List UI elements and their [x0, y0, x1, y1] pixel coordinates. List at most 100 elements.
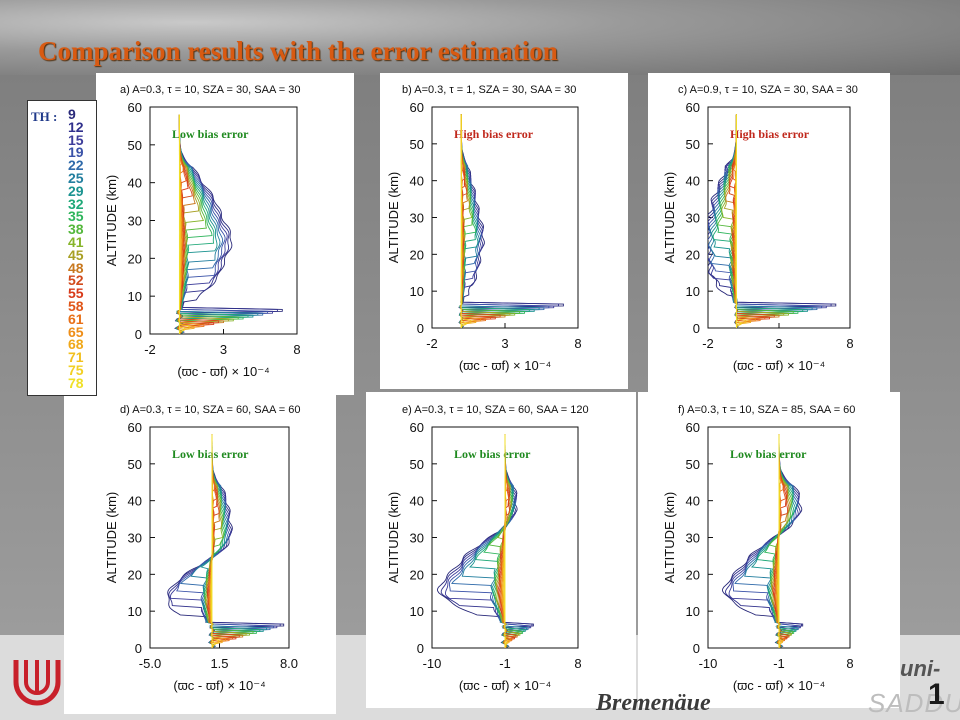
y-tick-label: 20: [410, 567, 424, 582]
legend-level: 48: [68, 259, 84, 276]
y-tick-label: 60: [410, 100, 424, 115]
y-tick-label: 50: [410, 137, 424, 152]
y-tick-label: 40: [686, 174, 700, 189]
legend-level: 75: [68, 362, 84, 378]
legend-level: 65: [68, 323, 84, 340]
threshold-legend: TH : 9 12 15 19 22 25 29 32 35 38 41 45 48 52 55 58 61 65…: [27, 100, 97, 396]
profile-line: [708, 114, 837, 328]
legend-level: 12: [68, 118, 84, 135]
profile-line: [458, 114, 564, 328]
slide-title: Comparison results with the error estima…: [38, 36, 558, 66]
y-axis-label: ALTITUDE (km): [662, 492, 677, 583]
chart-b: b) A=0.3, τ = 1, SZA = 30, SAA = 30 0 10 20…: [386, 84, 582, 373]
x-tick-label: -10: [699, 656, 718, 671]
y-tick-label: 50: [410, 457, 424, 472]
y-tick-label: 10: [686, 284, 700, 299]
profile-line: [733, 114, 761, 328]
header-background: [0, 0, 960, 75]
bias-annotation: Low bias error: [454, 447, 531, 461]
chart-title: e) A=0.3, τ = 10, SZA = 60, SAA = 120: [402, 404, 589, 416]
panel-bottom-left: [64, 392, 336, 714]
chart-title: a) A=0.3, τ = 10, SZA = 30, SAA = 30: [120, 84, 300, 96]
y-tick-label: 30: [128, 214, 142, 229]
legend-level: 61: [68, 310, 84, 327]
y-tick-label: 30: [128, 531, 142, 546]
chart-c: c) A=0.9, τ = 10, SZA = 30, SAA = 30 0 10 2…: [662, 84, 858, 373]
x-tick-label: 3: [220, 342, 227, 357]
profile-line: [177, 114, 224, 334]
y-tick-label: 10: [128, 604, 142, 619]
y-tick-label: 30: [686, 531, 700, 546]
x-axis-label: (ϖc - ϖf) × 10⁻⁴: [733, 358, 825, 373]
legend-level: 22: [68, 157, 84, 174]
y-tick-label: 0: [693, 641, 700, 656]
bias-annotation: High bias error: [730, 127, 810, 141]
legend-level: 19: [68, 144, 84, 161]
legend-level: 32: [68, 195, 84, 212]
legend-level: 71: [68, 349, 84, 366]
y-tick-label: 40: [128, 494, 142, 509]
y-tick-label: 60: [128, 420, 142, 435]
chart-f: f) A=0.3, τ = 10, SZA = 85, SAA = 60 0 10 2…: [662, 404, 855, 693]
x-tick-label: 3: [775, 336, 782, 351]
profile-line: [459, 114, 535, 328]
profile-line: [712, 114, 804, 328]
x-tick-label: 3: [501, 336, 508, 351]
x-tick-label: 8: [846, 336, 853, 351]
legend-level: 45: [68, 246, 84, 263]
profile-line: [733, 114, 756, 328]
y-tick-label: 60: [128, 100, 142, 115]
x-tick-label: 8: [574, 656, 581, 671]
profile-line: [734, 114, 747, 328]
legend-level: 25: [68, 170, 84, 186]
bias-annotation: High bias error: [454, 127, 534, 141]
y-tick-label: 0: [693, 321, 700, 336]
y-tick-label: 0: [135, 327, 142, 342]
legend-title: TH :: [31, 109, 58, 124]
y-tick-label: 50: [128, 457, 142, 472]
x-axis-label: (ϖc - ϖf) × 10⁻⁴: [173, 678, 265, 693]
profile-line: [734, 114, 752, 328]
y-tick-label: 20: [128, 567, 142, 582]
chart-e: e) A=0.3, τ = 10, SZA = 60, SAA = 120 0 10…: [386, 404, 589, 693]
legend-level: 15: [68, 131, 84, 148]
y-tick-label: 50: [686, 137, 700, 152]
profile-line: [458, 114, 525, 328]
y-tick-label: 30: [410, 211, 424, 226]
profile-line: [708, 114, 832, 328]
profile-line: [722, 434, 804, 648]
bias-annotation: Low bias error: [730, 447, 807, 461]
profile-line: [169, 434, 278, 648]
profile-line: [716, 114, 799, 328]
y-tick-label: 40: [128, 176, 142, 191]
y-axis-label: ALTITUDE (km): [386, 172, 401, 263]
bias-annotation: Low bias error: [172, 447, 249, 461]
legend-level: 68: [68, 336, 84, 353]
x-axis-label: (ϖc - ϖf) × 10⁻⁴: [177, 364, 269, 379]
university-logo: [13, 660, 61, 706]
y-tick-label: 0: [417, 641, 424, 656]
profile-line: [459, 114, 530, 328]
profile-line: [711, 114, 808, 328]
x-tick-label: -2: [144, 342, 156, 357]
x-tick-label: 8: [293, 342, 300, 357]
x-tick-label: 8: [574, 336, 581, 351]
x-tick-label: -2: [426, 336, 438, 351]
x-axis-label: (ϖc - ϖf) × 10⁻⁴: [459, 678, 551, 693]
chart-title: f) A=0.3, τ = 10, SZA = 85, SAA = 60: [678, 404, 855, 416]
y-axis-label: ALTITUDE (km): [662, 172, 677, 263]
y-tick-label: 30: [410, 531, 424, 546]
y-tick-label: 40: [686, 494, 700, 509]
x-tick-label: -10: [423, 656, 442, 671]
y-tick-label: 0: [417, 321, 424, 336]
y-tick-label: 50: [128, 138, 142, 153]
profile-line: [458, 114, 540, 328]
legend-level: 78: [68, 374, 84, 391]
chart-d: d) A=0.3, τ = 10, SZA = 60, SAA = 60 0 10 2…: [104, 404, 300, 693]
x-tick-label: 1.5: [210, 656, 228, 671]
y-tick-label: 10: [410, 284, 424, 299]
y-tick-label: 10: [686, 604, 700, 619]
profile-line: [174, 114, 283, 334]
x-tick-label: -2: [702, 336, 714, 351]
panel-top-left: [96, 73, 354, 395]
